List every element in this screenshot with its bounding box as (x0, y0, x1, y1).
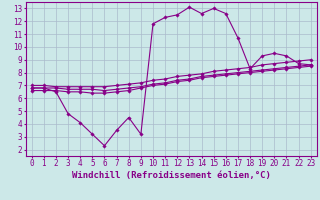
X-axis label: Windchill (Refroidissement éolien,°C): Windchill (Refroidissement éolien,°C) (72, 171, 271, 180)
